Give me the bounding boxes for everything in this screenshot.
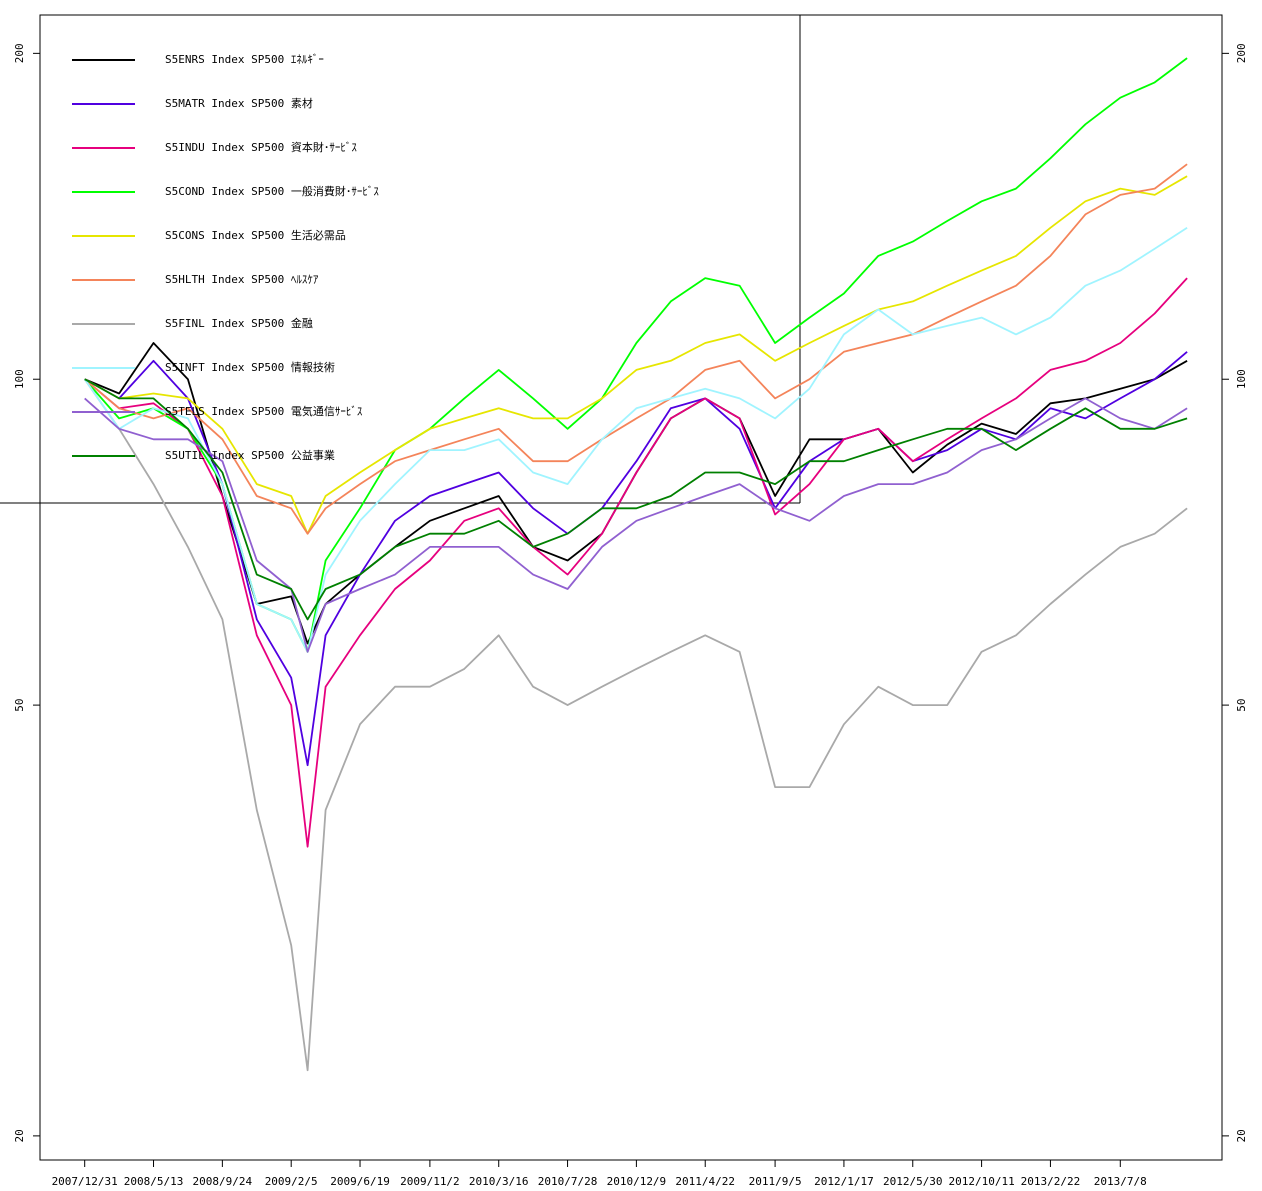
series-line bbox=[84, 397, 1188, 653]
legend-label: S5MATR Index SP500 素材 bbox=[165, 96, 313, 110]
legend-label: S5INDU Index SP500 資本財･ｻｰﾋﾞｽ bbox=[165, 140, 357, 154]
x-tick-label: 2008/5/13 bbox=[124, 1175, 184, 1188]
legend-label: S5CONS Index SP500 生活必需品 bbox=[165, 228, 346, 242]
y2-tick-label: 50 bbox=[1235, 698, 1248, 711]
y2-tick-label: 100 bbox=[1235, 369, 1248, 389]
series-layer bbox=[83, 57, 1188, 1072]
x-tick-label: 2010/3/16 bbox=[469, 1175, 529, 1188]
legend-label: S5HLTH Index SP500 ﾍﾙｽｹｱ bbox=[165, 273, 319, 286]
x-tick-label: 2012/10/11 bbox=[948, 1175, 1014, 1188]
legend-label: S5ENRS Index SP500 ｴﾈﾙｷﾞｰ bbox=[165, 53, 324, 66]
x-tick-label: 2012/1/17 bbox=[814, 1175, 874, 1188]
series-line bbox=[83, 227, 1188, 653]
y2-tick-label: 200 bbox=[1235, 43, 1248, 63]
x-tick-label: 2010/12/9 bbox=[607, 1175, 667, 1188]
y2-tick-label: 20 bbox=[1235, 1129, 1248, 1142]
x-tick-label: 2013/2/22 bbox=[1021, 1175, 1081, 1188]
x-tick-label: 2012/5/30 bbox=[883, 1175, 943, 1188]
x-tick-label: 2008/9/24 bbox=[193, 1175, 253, 1188]
legend-label: S5INFT Index SP500 情報技術 bbox=[165, 361, 335, 374]
series-line bbox=[84, 163, 1188, 535]
legend-label: S5UTIL Index SP500 公益事業 bbox=[165, 448, 335, 462]
x-tick-label: 2011/4/22 bbox=[675, 1175, 735, 1188]
series-line bbox=[84, 277, 1188, 848]
legend-label: S5COND Index SP500 一般消費財･ｻｰﾋﾞｽ bbox=[165, 184, 379, 198]
series-line bbox=[84, 342, 1188, 645]
x-tick-label: 2009/2/5 bbox=[265, 1175, 318, 1188]
x-tick-label: 2011/9/5 bbox=[749, 1175, 802, 1188]
series-line bbox=[84, 351, 1188, 767]
y-tick-label: 50 bbox=[13, 698, 26, 711]
legend-label: S5FINL Index SP500 金融 bbox=[165, 316, 313, 330]
legend: S5ENRS Index SP500 ｴﾈﾙｷﾞｰ S5MATR Index SP… bbox=[72, 53, 379, 462]
series-line bbox=[84, 175, 1188, 535]
x-tick-label: 2009/6/19 bbox=[330, 1175, 390, 1188]
y-tick-label: 20 bbox=[13, 1129, 26, 1142]
y-tick-label: 200 bbox=[13, 43, 26, 63]
x-tick-label: 2013/7/8 bbox=[1094, 1175, 1147, 1188]
series-line bbox=[84, 378, 1188, 621]
plot-frame bbox=[39, 14, 1223, 1161]
x-tick-label: 2007/12/31 bbox=[52, 1175, 118, 1188]
x-tick-label: 2009/11/2 bbox=[400, 1175, 460, 1188]
legend-label: S5TELS Index SP500 電気通信ｻｰﾋﾞｽ bbox=[165, 404, 363, 418]
x-tick-label: 2010/7/28 bbox=[538, 1175, 598, 1188]
y-tick-label: 100 bbox=[13, 369, 26, 389]
series-line bbox=[83, 378, 1188, 1072]
